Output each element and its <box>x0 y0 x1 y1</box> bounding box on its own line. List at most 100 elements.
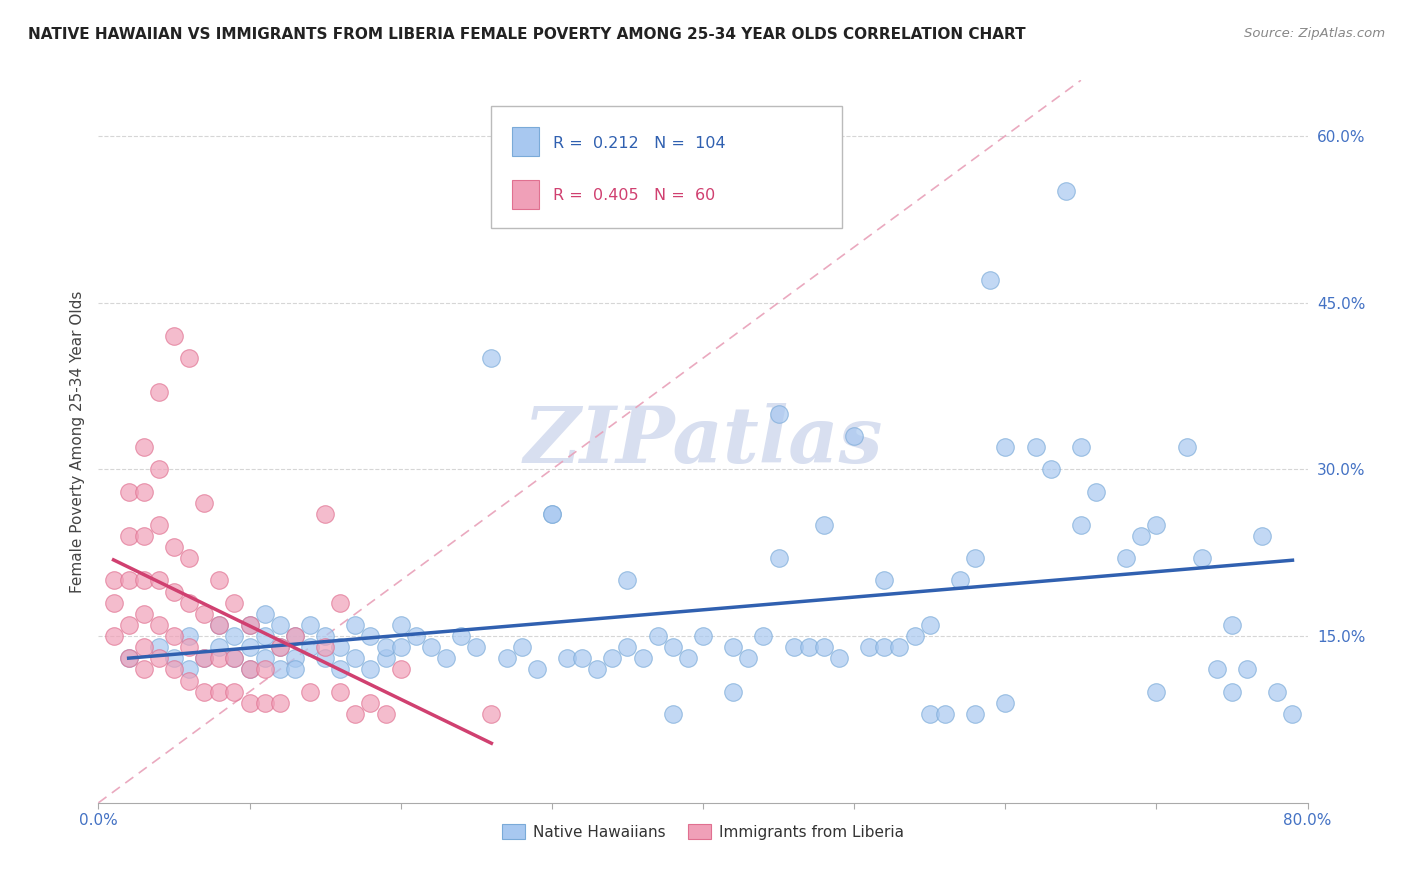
Point <box>1144 517 1167 532</box>
Point <box>1070 517 1092 532</box>
Point <box>299 684 322 698</box>
Point <box>540 507 562 521</box>
Point <box>571 651 593 665</box>
Text: NATIVE HAWAIIAN VS IMMIGRANTS FROM LIBERIA FEMALE POVERTY AMONG 25-34 YEAR OLDS : NATIVE HAWAIIAN VS IMMIGRANTS FROM LIBER… <box>28 27 1026 42</box>
Point <box>284 662 307 676</box>
Point <box>828 651 851 665</box>
Point <box>994 696 1017 710</box>
Point <box>253 662 276 676</box>
Point <box>284 629 307 643</box>
Point <box>813 640 835 655</box>
Point <box>253 651 276 665</box>
Point <box>360 629 382 643</box>
Point <box>179 662 201 676</box>
Point <box>979 273 1001 287</box>
Point <box>540 507 562 521</box>
Point <box>1039 462 1062 476</box>
Point <box>179 640 201 655</box>
Point <box>858 640 880 655</box>
Point <box>224 684 246 698</box>
Point <box>224 651 246 665</box>
Point <box>208 684 231 698</box>
Point <box>844 429 866 443</box>
Point <box>374 640 396 655</box>
Point <box>918 618 941 632</box>
Bar <box>512 128 538 156</box>
Point <box>253 629 276 643</box>
Point <box>179 596 201 610</box>
Point <box>193 651 215 665</box>
Point <box>1085 484 1108 499</box>
Point <box>208 574 231 588</box>
Point <box>889 640 911 655</box>
Point <box>374 706 396 721</box>
Point <box>118 484 141 499</box>
Point <box>118 618 141 632</box>
Point <box>510 640 533 655</box>
Point <box>163 584 186 599</box>
Point <box>179 351 201 366</box>
Point <box>193 496 215 510</box>
Point <box>526 662 548 676</box>
Point <box>495 651 517 665</box>
Point <box>737 651 759 665</box>
Point <box>1130 529 1153 543</box>
Point <box>450 629 472 643</box>
Point <box>360 696 382 710</box>
Point <box>208 651 231 665</box>
Point <box>239 696 262 710</box>
Point <box>269 696 291 710</box>
Point <box>1220 684 1243 698</box>
Point <box>118 574 141 588</box>
Point <box>179 629 201 643</box>
Point <box>314 507 336 521</box>
Point <box>555 651 578 665</box>
Point <box>148 517 170 532</box>
Point <box>768 551 790 566</box>
Point <box>1054 185 1077 199</box>
Point <box>269 618 291 632</box>
Point <box>965 706 987 721</box>
Point <box>344 618 367 632</box>
Point <box>269 640 291 655</box>
Text: R =  0.405   N =  60: R = 0.405 N = 60 <box>553 188 716 203</box>
Point <box>132 440 155 454</box>
Point <box>1175 440 1198 454</box>
Text: R =  0.212   N =  104: R = 0.212 N = 104 <box>553 136 725 151</box>
Point <box>329 640 352 655</box>
Point <box>163 629 186 643</box>
Point <box>103 596 125 610</box>
Point <box>405 629 427 643</box>
Point <box>299 618 322 632</box>
Point <box>918 706 941 721</box>
Point <box>148 574 170 588</box>
Point <box>329 662 352 676</box>
Point <box>1070 440 1092 454</box>
Point <box>813 517 835 532</box>
Point <box>465 640 488 655</box>
Point <box>148 618 170 632</box>
Point <box>118 651 141 665</box>
Point <box>389 662 412 676</box>
Point <box>148 384 170 399</box>
Point <box>103 629 125 643</box>
Point <box>314 629 336 643</box>
Point <box>616 574 638 588</box>
Point <box>647 629 669 643</box>
Point <box>148 651 170 665</box>
Point <box>239 618 262 632</box>
Point <box>1191 551 1213 566</box>
Point <box>163 651 186 665</box>
Point <box>481 351 503 366</box>
Point <box>692 629 714 643</box>
Bar <box>512 180 538 209</box>
Point <box>420 640 443 655</box>
Point <box>239 662 262 676</box>
Point <box>208 640 231 655</box>
Point <box>239 618 262 632</box>
Point <box>253 696 276 710</box>
Point <box>434 651 457 665</box>
Point <box>132 662 155 676</box>
Point <box>224 629 246 643</box>
Point <box>934 706 956 721</box>
